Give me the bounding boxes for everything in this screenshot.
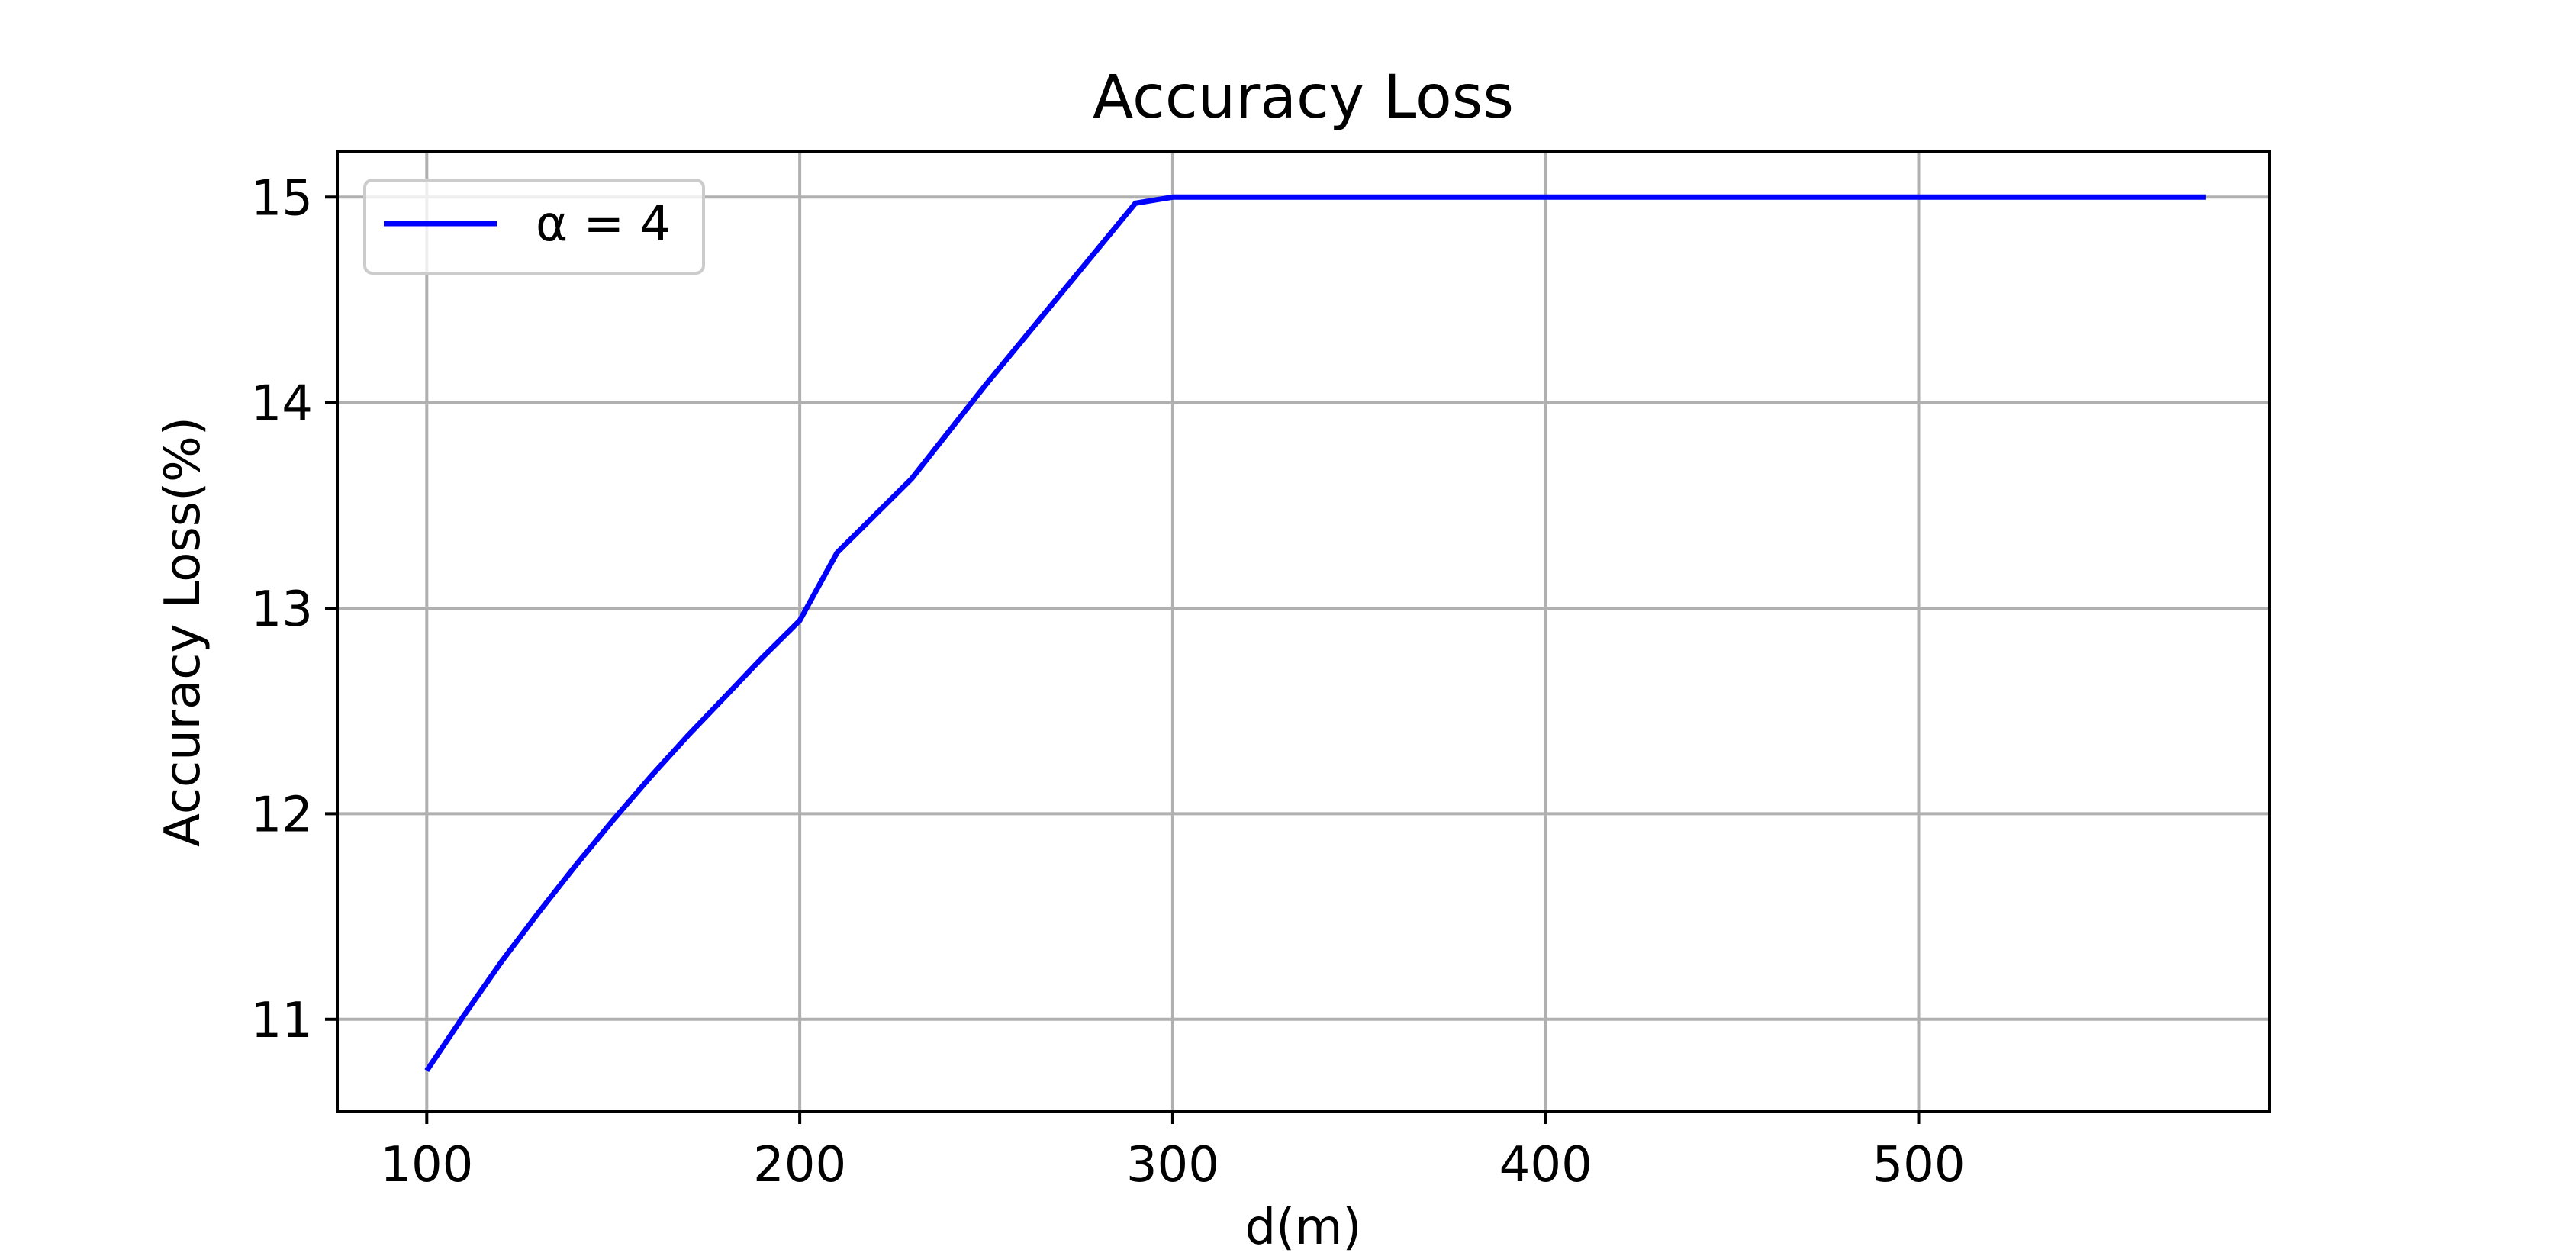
x-tick-label: 500 bbox=[1872, 1137, 1965, 1193]
x-tick-label: 300 bbox=[1126, 1137, 1219, 1193]
legend-box bbox=[363, 179, 705, 275]
x-tick-label: 400 bbox=[1499, 1137, 1592, 1193]
series-layer bbox=[424, 194, 2206, 1073]
x-tick-label: 100 bbox=[380, 1137, 473, 1193]
x-tick-label: 200 bbox=[753, 1137, 846, 1193]
x-axis-label: d(m) bbox=[1245, 1200, 1362, 1252]
legend: α = 4 bbox=[363, 179, 705, 275]
series-line-0 bbox=[424, 194, 2206, 1073]
y-tick-label: 15 bbox=[251, 170, 313, 227]
y-tick-label: 13 bbox=[251, 581, 313, 638]
plot-frame bbox=[336, 150, 2271, 1113]
y-tick-label: 11 bbox=[251, 993, 313, 1049]
chart-title: Accuracy Loss bbox=[1093, 63, 1514, 132]
tick-layer: 100 200 300 400 500 11 12 13 14 15 bbox=[251, 170, 1966, 1193]
y-tick-label: 12 bbox=[251, 787, 313, 843]
legend-entry-label: α = 4 bbox=[536, 196, 671, 253]
y-tick-label: 14 bbox=[251, 376, 313, 433]
y-axis-label: Accuracy Loss(%) bbox=[155, 417, 211, 847]
